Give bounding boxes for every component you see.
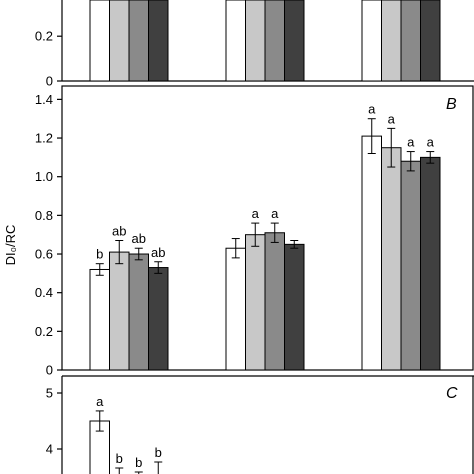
panel-c-tick-label-1: 5 [46, 386, 53, 401]
panel-b-bar-g2-s2 [245, 234, 266, 371]
panel-b-sig-label-g3-s4: a [427, 135, 435, 150]
panel-c-sig-label-g1-s4: b [155, 445, 162, 460]
panel-b-bar-g3-s1 [361, 135, 382, 371]
panel-b-bar-g2-s4 [284, 243, 305, 371]
panel-a-bar-g3-s4 [420, 0, 441, 82]
panel-b-bar-g2-s3 [264, 232, 285, 371]
panel-c: C 45 ab bb [46, 375, 474, 474]
panel-b-sig-label-g3-s1: a [368, 102, 376, 117]
panel-b-sig-label-g3-s2: a [388, 111, 396, 126]
panel-c-sig-label-g1-s2: b [116, 451, 123, 466]
panel-b-tick-label-7: 1.4 [35, 92, 53, 107]
panel-b-tick-label-2: 0.4 [35, 285, 53, 300]
panel-b-bar-g1-s1 [89, 268, 110, 371]
panel-b-bar-g1-s4 [148, 267, 169, 371]
panel-b-bar-g1-s2 [109, 251, 130, 371]
panel-a-bar-g1-s4 [148, 0, 169, 82]
panel-a-bar-g1-s3 [128, 0, 149, 82]
panel-a-bar-g3-s1 [361, 0, 382, 82]
panel-a-bar-g2-s2 [245, 0, 266, 82]
panel-c-sig-label-g1-s1: a [96, 394, 104, 409]
panel-c-sig-label-g1-s3: b [135, 455, 142, 470]
panel-c-letter: C [446, 385, 458, 402]
panel-b-tick-label-6: 1.2 [35, 131, 53, 146]
panel-b-tick-label-1: 0.2 [35, 324, 53, 339]
panel-a-bar-g2-s1 [225, 0, 246, 82]
panel-b-tick-label-4: 0.8 [35, 208, 53, 223]
panel-b-bar-g3-s3 [400, 160, 421, 371]
panel-b-sig-label-g2-s3: a [271, 206, 279, 221]
panel-a-bar-g1-s2 [109, 0, 130, 82]
panel-a-tick-label-0: 0 [46, 74, 53, 89]
panel-b-tick-label-5: 1.0 [35, 169, 53, 184]
panel-a-bar-g3-s2 [381, 0, 402, 82]
panel-b-tick-label-3: 0.6 [35, 247, 53, 262]
panel-b-bar-g3-s4 [420, 156, 441, 371]
panel-b-bar-g3-s2 [381, 147, 402, 371]
panel-a-bar-g1-s1 [89, 0, 110, 82]
panel-a-bar-g2-s3 [264, 0, 285, 82]
panel-a-bar-g2-s4 [284, 0, 305, 82]
panel-b-sig-label-g3-s3: a [407, 135, 415, 150]
panel-b-y-axis-title: DI₀/RC [3, 225, 18, 266]
panel-b-bar-g2-s1 [225, 247, 246, 371]
panel-b-sig-label-g1-s1: b [96, 247, 103, 262]
panel-b-sig-label-g2-s2: a [252, 206, 260, 221]
panel-a-bar-g3-s3 [400, 0, 421, 82]
panel-b: B DI₀/RC 00.20.40.60.81.01.21.4 baabaaab… [3, 85, 474, 378]
panel-a-tick-label-1: 0.2 [35, 29, 53, 44]
panel-b-bar-g1-s3 [128, 253, 149, 371]
panel-b-sig-label-g1-s3: ab [132, 231, 146, 246]
panel-a: 00.2 [35, 0, 474, 89]
panel-b-letter: B [446, 96, 457, 113]
panel-b-sig-label-g1-s4: ab [151, 245, 165, 260]
panel-b-sig-label-g1-s2: ab [112, 223, 126, 238]
panel-b-tick-label-0: 0 [46, 363, 53, 378]
panel-c-tick-label-0: 4 [46, 442, 53, 457]
